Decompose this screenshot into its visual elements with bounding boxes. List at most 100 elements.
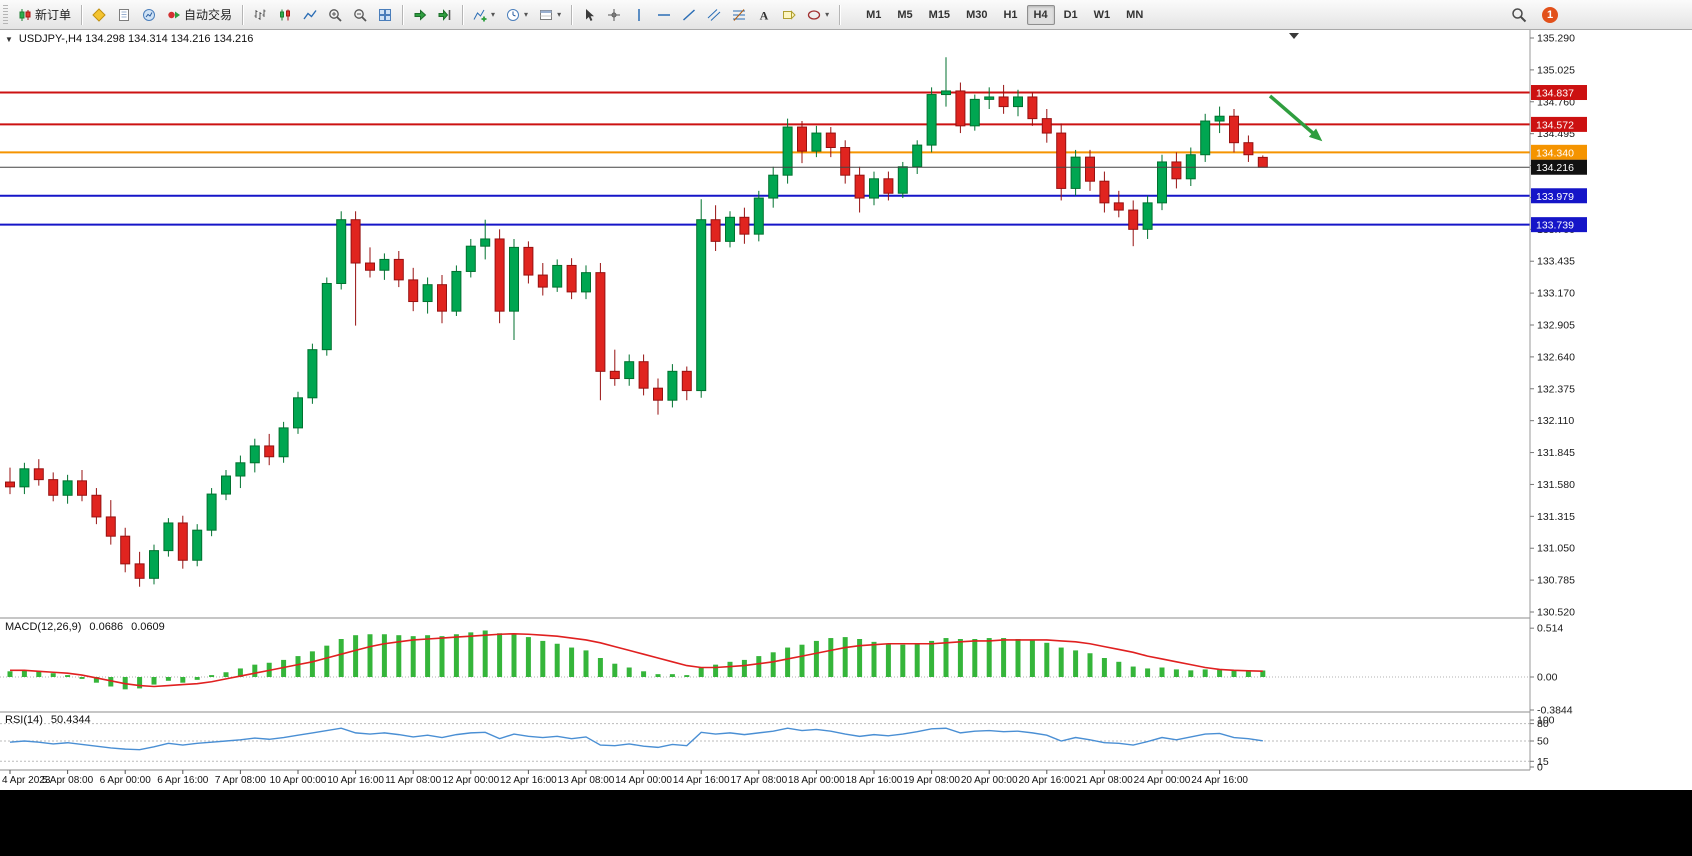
templates-icon: [540, 9, 553, 20]
tile-windows-icon: [379, 8, 392, 21]
indicators-icon: [473, 9, 487, 21]
macd-signal-line: [10, 632, 1263, 688]
templates-button[interactable]: ▾: [534, 3, 566, 27]
horizontal-line-icon: [658, 13, 671, 16]
timeframe-m15[interactable]: M15: [922, 5, 957, 25]
svg-text:10 Apr 00:00: 10 Apr 00:00: [270, 775, 327, 786]
timeframe-h1[interactable]: H1: [996, 5, 1024, 25]
timeframe-mn[interactable]: MN: [1119, 5, 1150, 25]
tile-windows-button[interactable]: [373, 3, 397, 27]
label-tool-button[interactable]: [777, 3, 801, 27]
channel-button[interactable]: [702, 3, 726, 27]
timeframe-m1[interactable]: M1: [859, 5, 888, 25]
search-icon: [1512, 7, 1527, 22]
notification-badge[interactable]: 1: [1542, 6, 1558, 23]
new-order-button[interactable]: 新订单: [13, 3, 76, 27]
svg-text:132.905: 132.905: [1537, 320, 1575, 332]
chart-shift-button[interactable]: [433, 3, 457, 27]
chart-shift-marker-icon[interactable]: [1289, 33, 1299, 39]
svg-text:135.025: 135.025: [1537, 64, 1575, 76]
fibonacci-icon: [733, 8, 746, 21]
zoom-out-icon: [354, 8, 367, 22]
timeframe-m30[interactable]: M30: [959, 5, 994, 25]
indicators-button[interactable]: ▾: [468, 3, 500, 27]
svg-text:134.572: 134.572: [1536, 119, 1574, 131]
search-button[interactable]: [1506, 3, 1532, 27]
bar-chart-icon: [254, 9, 266, 20]
svg-text:18 Apr 00:00: 18 Apr 00:00: [788, 775, 845, 786]
new-chart-button[interactable]: [112, 3, 136, 27]
svg-text:134.216: 134.216: [1536, 162, 1574, 174]
price-tag: [1531, 144, 1587, 160]
collapse-arrow-icon[interactable]: ▼: [5, 34, 13, 44]
chart-canvas[interactable]: 135.290135.025134.760134.495134.230133.9…: [0, 30, 1692, 790]
svg-text:6 Apr 16:00: 6 Apr 16:00: [157, 775, 209, 786]
timeframe-d1[interactable]: D1: [1057, 5, 1085, 25]
cursor-button[interactable]: [577, 3, 601, 27]
price-tag: [1531, 188, 1587, 204]
bar-chart-button[interactable]: [248, 3, 272, 27]
svg-text:131.050: 131.050: [1537, 543, 1575, 555]
macd-histogram: [7, 630, 1266, 690]
svg-text:80: 80: [1537, 718, 1549, 730]
fibonacci-button[interactable]: [727, 3, 751, 27]
shapes-button[interactable]: ▾: [802, 3, 834, 27]
svg-text:19 Apr 08:00: 19 Apr 08:00: [903, 775, 960, 786]
autotrade-button[interactable]: 自动交易: [162, 3, 237, 27]
label-tool-icon: [783, 9, 796, 20]
crosshair-icon: [608, 8, 621, 21]
svg-text:132.110: 132.110: [1537, 415, 1574, 427]
toolbar-right-group: 1: [1506, 3, 1558, 27]
timeframe-m5[interactable]: M5: [890, 5, 919, 25]
svg-text:134.837: 134.837: [1536, 88, 1574, 100]
svg-text:12 Apr 00:00: 12 Apr 00:00: [442, 775, 499, 786]
metaeditor-button[interactable]: [87, 3, 111, 27]
svg-text:133.170: 133.170: [1537, 288, 1575, 300]
svg-text:132.375: 132.375: [1537, 383, 1575, 395]
svg-text:131.845: 131.845: [1537, 447, 1575, 459]
svg-text:10 Apr 16:00: 10 Apr 16:00: [327, 775, 384, 786]
text-tool-icon: A: [760, 8, 769, 22]
crosshair-button[interactable]: [602, 3, 626, 27]
svg-text:24 Apr 16:00: 24 Apr 16:00: [1191, 775, 1248, 786]
toolbar-separator: [81, 4, 83, 25]
auto-scroll-button[interactable]: [408, 3, 432, 27]
trend-arrow[interactable]: [1268, 94, 1316, 136]
toolbar-grip[interactable]: [3, 4, 8, 25]
svg-text:A: A: [760, 8, 769, 22]
timeframe-h4[interactable]: H4: [1026, 4, 1055, 25]
text-tool-button[interactable]: A: [752, 3, 776, 27]
zoom-in-button[interactable]: [323, 3, 347, 27]
symbol-readout[interactable]: ▼ USDJPY-,H4 134.298 134.314 134.216 134…: [5, 33, 253, 45]
trendline-button[interactable]: [677, 3, 701, 27]
level-lines[interactable]: [0, 91, 1530, 226]
chevron-down-icon: ▾: [491, 10, 496, 19]
chart-workspace: 135.290135.025134.760134.495134.230133.9…: [0, 30, 1692, 790]
line-chart-button[interactable]: [298, 3, 322, 27]
horizontal-line-button[interactable]: [652, 3, 676, 27]
periods-button[interactable]: ▾: [501, 3, 533, 27]
svg-text:6 Apr 00:00: 6 Apr 00:00: [100, 775, 152, 786]
new-chart-icon: [119, 8, 130, 21]
price-tag: [1531, 116, 1587, 132]
svg-text:0.00: 0.00: [1537, 672, 1558, 684]
timeframe-w1[interactable]: W1: [1087, 5, 1118, 25]
svg-text:131.580: 131.580: [1537, 479, 1575, 491]
clock-icon: [507, 8, 520, 21]
svg-text:7 Apr 08:00: 7 Apr 08:00: [215, 775, 267, 786]
svg-text:0: 0: [1537, 762, 1543, 774]
shapes-icon: [807, 9, 821, 20]
candles: [5, 57, 1268, 587]
market-watch-button[interactable]: [137, 3, 161, 27]
svg-text:100: 100: [1537, 715, 1555, 727]
candlestick-chart-button[interactable]: [273, 3, 297, 27]
chart-shift-icon: [438, 8, 451, 21]
price-tag: [1531, 217, 1587, 233]
svg-text:20 Apr 00:00: 20 Apr 00:00: [961, 775, 1018, 786]
rsi-line: [9, 727, 1263, 751]
svg-text:50: 50: [1537, 736, 1549, 748]
vertical-line-button[interactable]: [627, 3, 651, 27]
zoom-out-button[interactable]: [348, 3, 372, 27]
svg-text:131.315: 131.315: [1537, 511, 1575, 523]
